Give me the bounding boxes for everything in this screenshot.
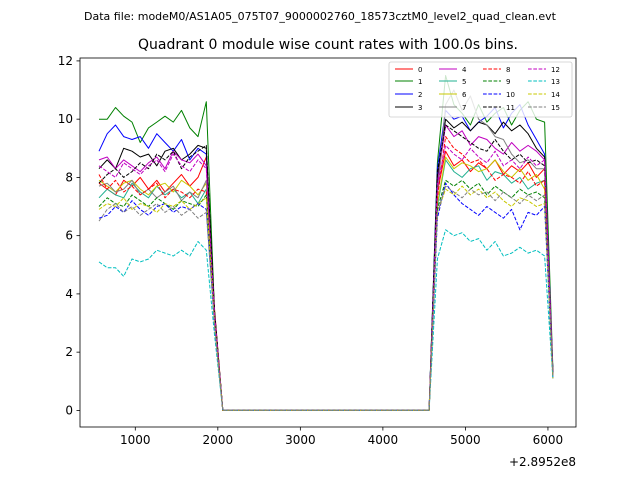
legend-label-2: 2: [418, 91, 422, 99]
legend-box: [388, 61, 573, 118]
y-tick-label: 2: [65, 345, 73, 359]
x-tick-label: 2000: [203, 433, 234, 447]
legend-label-15: 15: [551, 104, 560, 112]
legend-label-4: 4: [462, 66, 467, 74]
legend-label-5: 5: [462, 78, 466, 86]
y-tick-label: 12: [58, 54, 73, 68]
x-tick-label: 4000: [368, 433, 399, 447]
legend-label-13: 13: [551, 78, 560, 86]
x-offset-label: +2.8952e8: [509, 455, 576, 469]
legend-label-0: 0: [418, 66, 422, 74]
legend-label-14: 14: [551, 91, 560, 99]
y-tick-label: 0: [65, 403, 73, 417]
legend-label-10: 10: [506, 91, 515, 99]
x-tick-label: 3000: [285, 433, 316, 447]
y-tick-label: 10: [58, 112, 73, 126]
x-tick-label: 6000: [533, 433, 564, 447]
axes-frame: [79, 57, 577, 428]
series-line-8: [98, 136, 554, 411]
legend-label-12: 12: [551, 66, 560, 74]
legend-label-3: 3: [418, 104, 422, 112]
legend-label-8: 8: [506, 66, 510, 74]
x-tick-label: 1000: [120, 433, 151, 447]
legend-label-7: 7: [462, 104, 466, 112]
series-line-15: [98, 185, 554, 411]
legend-label-9: 9: [506, 78, 510, 86]
y-tick-label: 4: [65, 287, 73, 301]
plot-background: [80, 58, 576, 427]
chart-title: Quadrant 0 module wise count rates with …: [138, 37, 518, 53]
series-line-9: [98, 179, 554, 411]
plot-area: [80, 58, 576, 427]
legend-label-6: 6: [462, 91, 467, 99]
y-tick-label: 8: [65, 170, 73, 184]
x-tick-label: 5000: [450, 433, 481, 447]
figure-suptitle: Data file: modeM0/AS1A05_075T07_90000027…: [84, 10, 557, 23]
legend-label-11: 11: [506, 104, 515, 112]
y-tick-label: 6: [65, 229, 73, 243]
legend-label-1: 1: [418, 78, 422, 86]
series-line-10: [98, 182, 554, 411]
